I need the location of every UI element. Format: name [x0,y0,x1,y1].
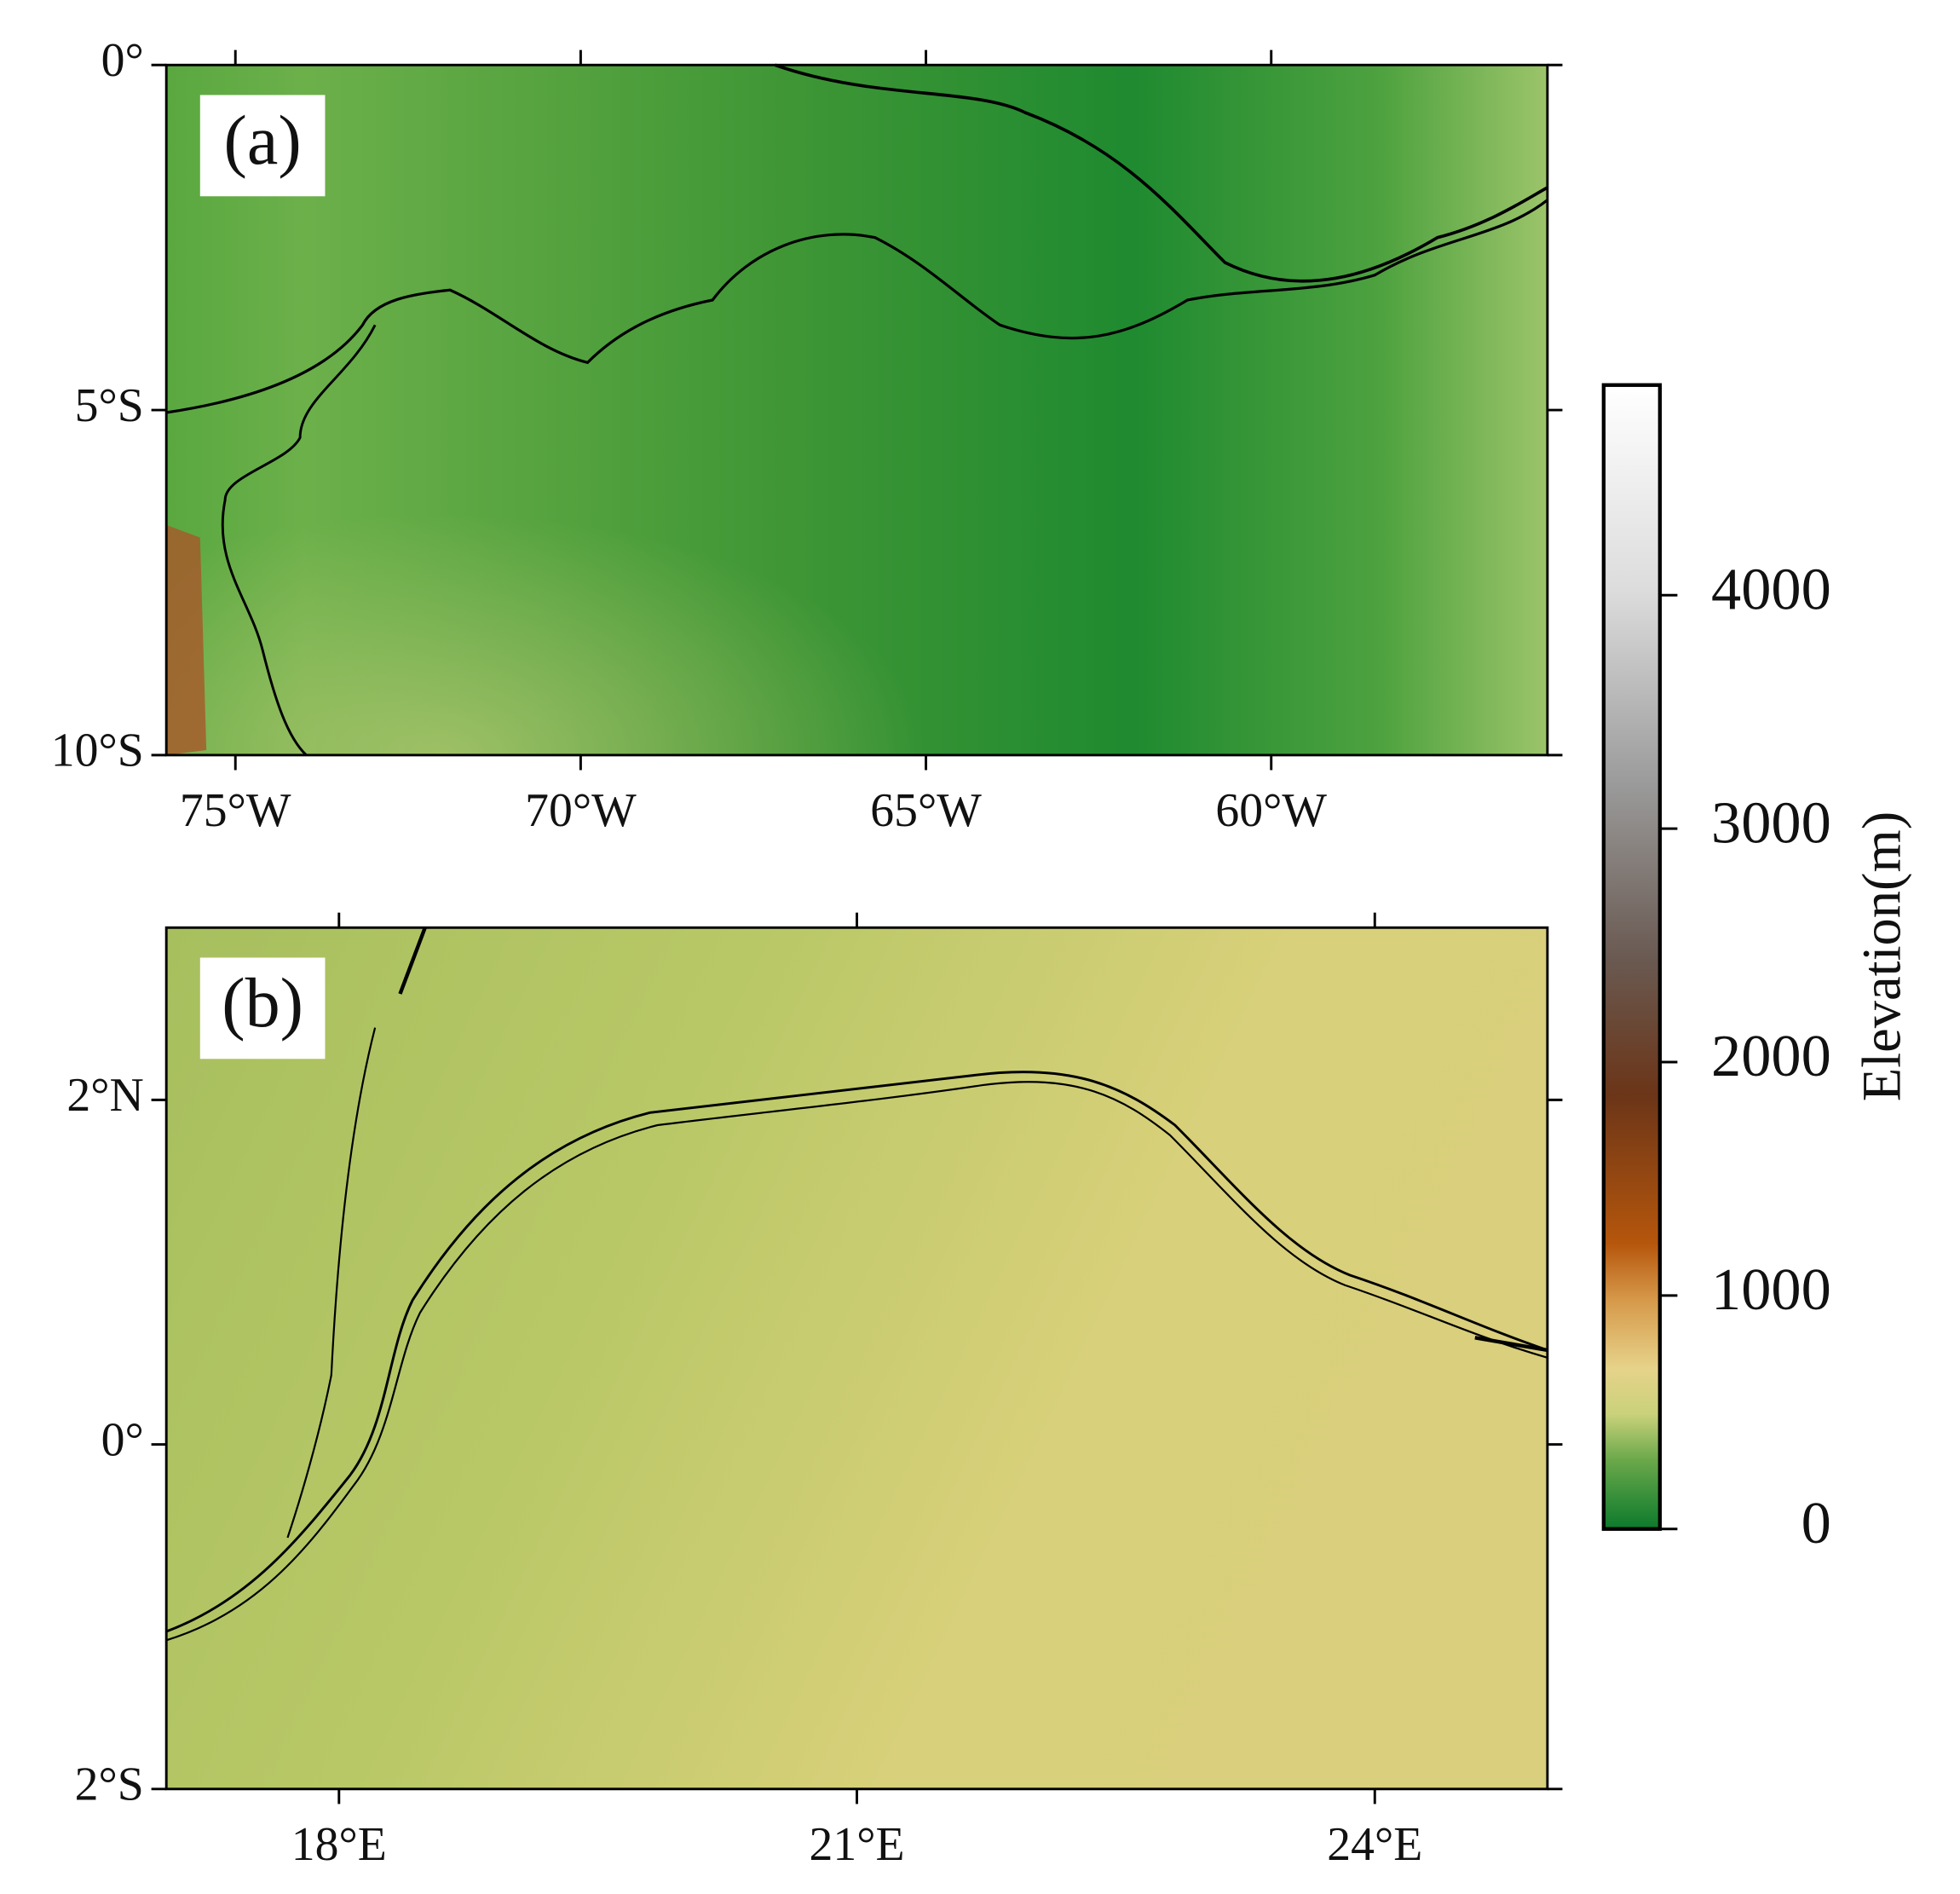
y-tick-label: 2°N [66,1069,143,1122]
panel-b: (b) [164,926,1549,1791]
river [1474,1336,1548,1353]
colorbar-label: Elevation(m) [1851,811,1912,1101]
x-tick-label: 24°E [1327,1818,1422,1871]
colorbar-tick-label: 0 [1801,1490,1831,1556]
panel-label: (b) [222,964,303,1042]
colorbar-tick-label: 4000 [1711,556,1831,622]
river [286,1027,377,1539]
colorbar [1601,383,1663,1531]
y-tick-label: 2°S [75,1758,144,1811]
elevation-map [166,927,1548,1789]
y-tick-label: 0° [101,34,144,87]
colorbar-tick-label: 3000 [1711,789,1831,856]
x-tick-label: 18°E [291,1818,387,1871]
river [165,1081,1548,1642]
river [165,199,1548,414]
y-tick-label: 10°S [51,725,144,777]
y-tick-label: 5°S [75,379,144,432]
x-tick-label: 65°W [870,784,982,837]
x-tick-label: 21°E [810,1818,905,1871]
border [221,324,377,756]
colorbar-tick-label: 2000 [1711,1023,1831,1089]
river [774,63,1548,283]
panel-label: (a) [224,101,302,179]
x-tick-label: 70°W [525,784,637,837]
elevation-shade [166,65,1548,755]
x-tick-label: 75°W [180,784,291,837]
x-tick-label: 60°W [1215,784,1327,837]
border [398,927,427,995]
colorbar-tick-label: 1000 [1711,1256,1831,1323]
label-box [199,957,326,1060]
y-tick-label: 0° [101,1413,144,1466]
label-box [199,95,326,197]
andes [166,525,207,755]
river [165,1071,1548,1633]
panel-a: (a) [164,63,1549,757]
